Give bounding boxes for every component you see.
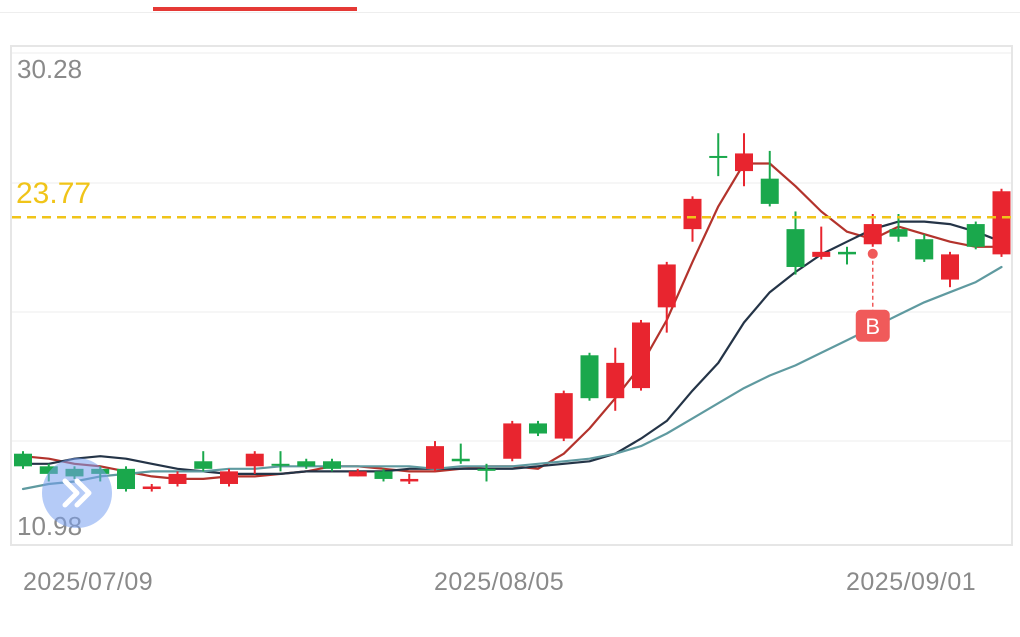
candle bbox=[889, 213, 908, 242]
candle-body bbox=[683, 198, 702, 230]
candle bbox=[451, 443, 470, 464]
candle-body bbox=[477, 468, 496, 471]
candle bbox=[657, 261, 676, 333]
buy-marker-dot bbox=[867, 248, 878, 259]
candle-body bbox=[863, 224, 882, 245]
candle-body bbox=[168, 473, 187, 484]
candle bbox=[915, 234, 934, 262]
double-chevron-right-icon bbox=[62, 478, 92, 508]
y-axis-max-label: 30.28 bbox=[17, 54, 82, 84]
candle bbox=[194, 451, 213, 472]
candle-body bbox=[812, 251, 831, 257]
candle-body bbox=[786, 229, 805, 267]
candle-body bbox=[348, 471, 367, 477]
candle bbox=[580, 352, 599, 401]
candle bbox=[992, 188, 1011, 257]
candle bbox=[400, 473, 419, 484]
candle-body bbox=[580, 355, 599, 399]
candle bbox=[14, 451, 32, 469]
candlestick-series bbox=[14, 133, 1011, 492]
candle bbox=[323, 458, 341, 472]
candle bbox=[245, 451, 264, 474]
candle bbox=[683, 196, 702, 242]
candle bbox=[966, 221, 985, 250]
active-tab-indicator[interactable] bbox=[153, 7, 357, 11]
candle-body bbox=[323, 461, 341, 469]
buy-marker[interactable]: B bbox=[855, 248, 890, 342]
candle-body bbox=[889, 229, 908, 237]
current-price-label: 23.77 bbox=[16, 177, 91, 210]
candle-body bbox=[760, 178, 779, 204]
candle bbox=[812, 226, 831, 260]
scroll-to-latest-button[interactable] bbox=[42, 458, 112, 528]
candle bbox=[529, 420, 547, 437]
candle bbox=[477, 463, 496, 482]
candle bbox=[735, 133, 753, 187]
candle-body bbox=[297, 461, 316, 467]
candle-body bbox=[117, 468, 135, 490]
candle-body bbox=[426, 446, 444, 469]
candle-body bbox=[632, 322, 650, 389]
x-axis-label-end: 2025/09/01 bbox=[846, 568, 977, 596]
candle-body bbox=[400, 478, 419, 482]
candle-body bbox=[606, 362, 625, 399]
kline-chart-frame[interactable] bbox=[10, 45, 1013, 546]
candle-body bbox=[451, 458, 470, 462]
candle bbox=[297, 458, 316, 469]
candle-body bbox=[245, 453, 264, 467]
candle bbox=[271, 451, 290, 472]
candle-body bbox=[838, 251, 856, 255]
candle-body bbox=[271, 463, 290, 466]
candle-body bbox=[915, 239, 934, 260]
candle bbox=[142, 483, 161, 492]
buy-marker-label: B bbox=[865, 314, 880, 339]
candle-body bbox=[194, 461, 213, 469]
candle bbox=[117, 466, 135, 492]
candle-body bbox=[709, 155, 728, 158]
candle bbox=[863, 213, 882, 247]
candle-body bbox=[374, 471, 393, 479]
candle-body bbox=[735, 153, 753, 172]
x-axis-label-middle: 2025/08/05 bbox=[434, 568, 565, 596]
candle bbox=[220, 468, 238, 487]
candle bbox=[838, 246, 856, 265]
candle-body bbox=[220, 471, 238, 484]
candle-body bbox=[142, 486, 161, 490]
candle-body bbox=[529, 423, 547, 434]
candle-body bbox=[503, 423, 522, 459]
candle bbox=[374, 468, 393, 482]
buy-marker-badge[interactable] bbox=[855, 309, 890, 342]
candle bbox=[632, 319, 650, 391]
candle bbox=[941, 251, 959, 288]
candle bbox=[709, 133, 728, 177]
x-axis-label-start: 2025/07/09 bbox=[23, 568, 154, 596]
candle-body bbox=[657, 264, 676, 308]
ma20-line bbox=[21, 265, 1003, 491]
candle-body bbox=[14, 453, 32, 467]
candle bbox=[554, 390, 573, 442]
tab-bar-divider bbox=[0, 12, 1020, 13]
candle bbox=[606, 347, 625, 411]
candle bbox=[168, 471, 187, 487]
candle bbox=[503, 420, 522, 462]
kline-chart[interactable]: B 30.28 23.77 10.98 bbox=[0, 0, 1020, 560]
candle bbox=[426, 441, 444, 472]
candle-body bbox=[941, 254, 959, 280]
candle bbox=[786, 211, 805, 275]
candle-body bbox=[554, 393, 573, 439]
candle-body bbox=[992, 191, 1011, 255]
candle bbox=[760, 150, 779, 207]
candle bbox=[348, 468, 367, 477]
candle-body bbox=[966, 224, 985, 247]
chart-grid bbox=[12, 52, 1011, 442]
ma10-line bbox=[21, 220, 1003, 475]
